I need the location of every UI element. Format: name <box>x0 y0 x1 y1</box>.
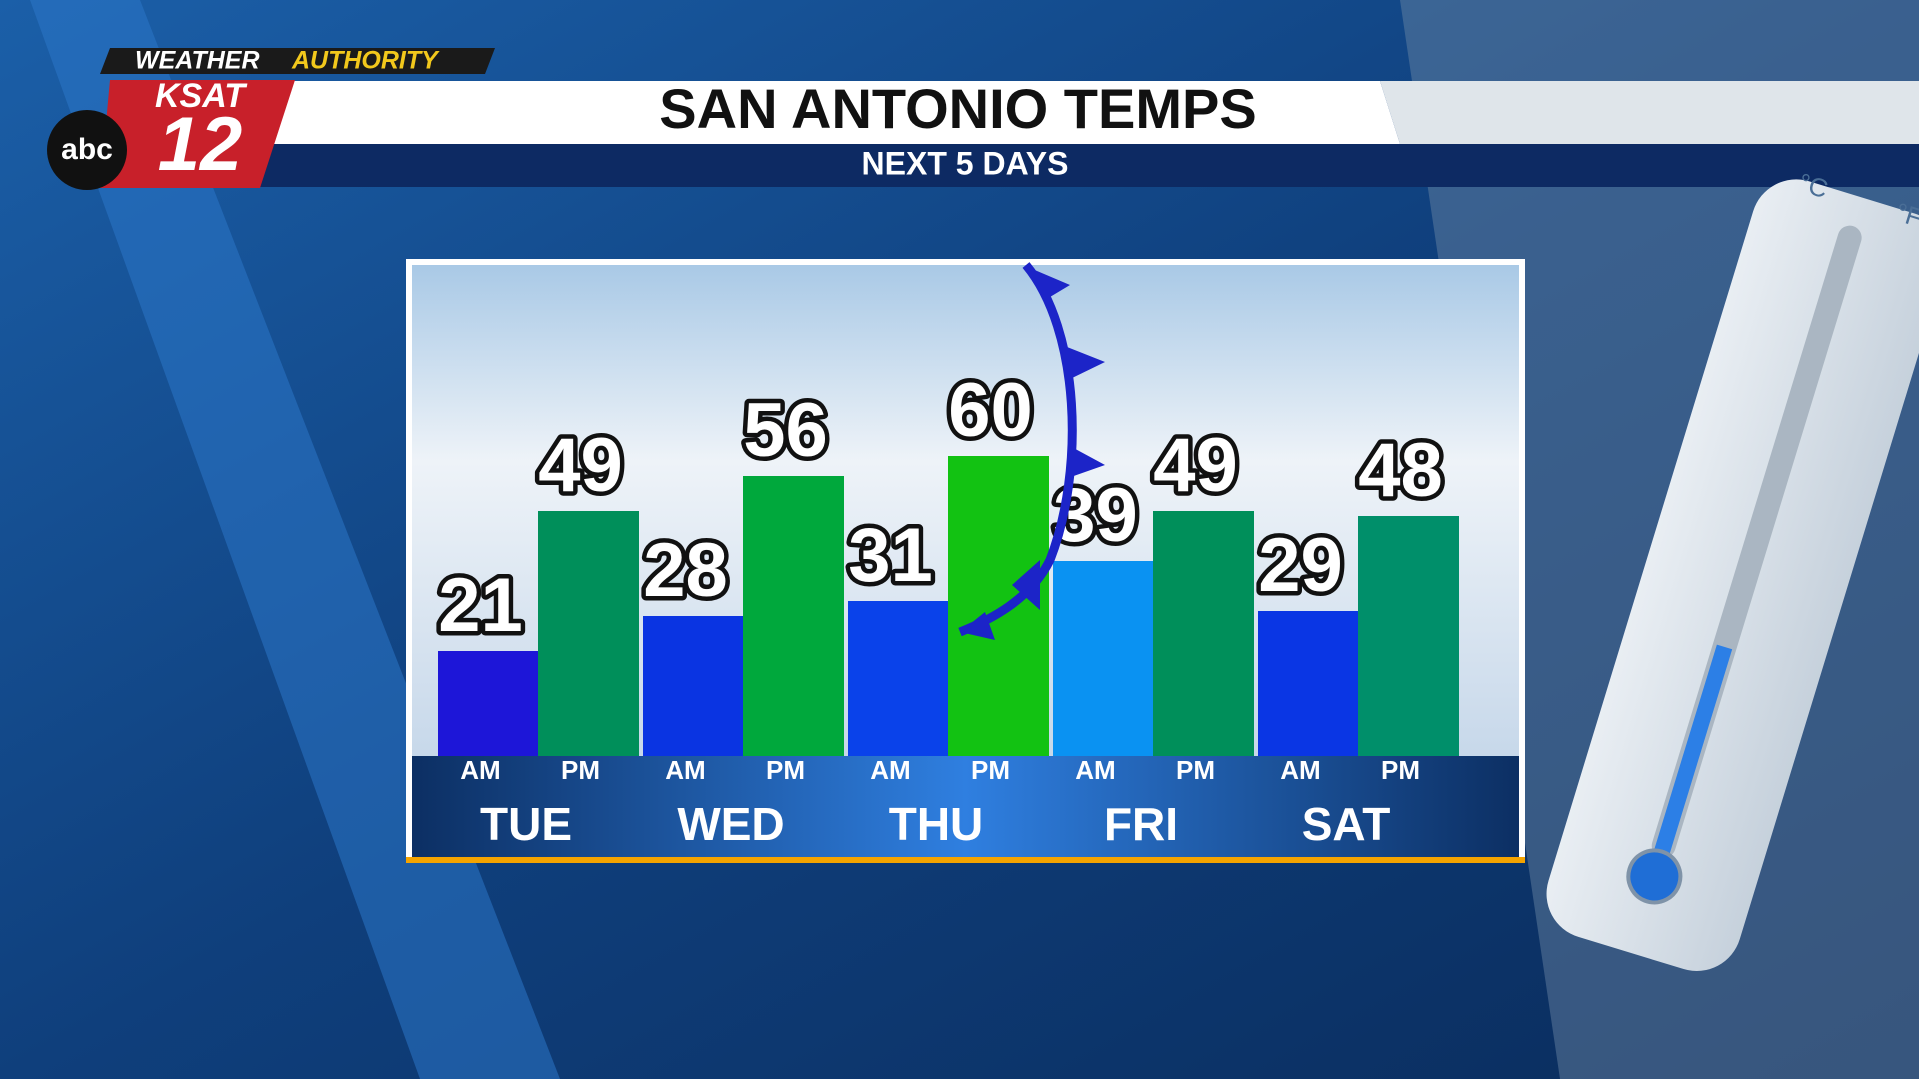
bar <box>438 651 539 756</box>
value-label: 49 <box>538 423 623 508</box>
period-label: AM <box>665 755 705 785</box>
cold-front <box>958 262 1077 637</box>
title-band-end <box>1380 81 1919 144</box>
day-label: WED <box>677 798 784 850</box>
title: SAN ANTONIO TEMPS <box>659 77 1256 140</box>
network: abc <box>61 133 113 166</box>
period-label: PM <box>971 755 1010 785</box>
thermometer-bulb <box>1626 848 1683 905</box>
period-label: PM <box>766 755 805 785</box>
bar <box>1053 561 1154 756</box>
brand-tagline-1: WEATHER <box>135 47 260 75</box>
period-label: AM <box>1280 755 1320 785</box>
value-label: 21 <box>438 563 523 648</box>
bar <box>948 456 1049 756</box>
bar <box>743 476 844 756</box>
value-label: 56 <box>743 388 828 473</box>
period-label: AM <box>870 755 910 785</box>
title-band <box>250 81 1400 144</box>
value-label: 60 <box>948 368 1033 453</box>
value-label: 31 <box>848 513 933 598</box>
label-band <box>412 756 1519 857</box>
period-label: PM <box>561 755 600 785</box>
brand-logo <box>100 80 295 188</box>
period-label: AM <box>1075 755 1115 785</box>
bar <box>538 511 639 756</box>
period-label: PM <box>1176 755 1215 785</box>
value-label: 29 <box>1258 523 1343 608</box>
period-label: PM <box>1381 755 1420 785</box>
day-label: THU <box>889 798 984 850</box>
thermometer-mercury <box>1649 644 1733 870</box>
day-label: FRI <box>1104 798 1178 850</box>
frame-underline <box>406 857 1525 863</box>
brand-station: KSAT <box>155 77 248 115</box>
bar <box>848 601 949 756</box>
brand-tagline-2: AUTHORITY <box>291 47 440 75</box>
thermometer: °C °F <box>1546 167 1919 972</box>
brand-bar <box>100 48 495 74</box>
value-label: 49 <box>1153 423 1238 508</box>
value-label: 28 <box>643 528 728 613</box>
bar <box>1153 511 1254 756</box>
bar <box>643 616 744 756</box>
bar <box>1358 516 1459 756</box>
period-label: AM <box>460 755 500 785</box>
subtitle: NEXT 5 DAYS <box>862 145 1069 181</box>
day-label: TUE <box>480 798 572 850</box>
network-logo <box>47 110 127 190</box>
front-triangles <box>960 268 1105 640</box>
day-label: SAT <box>1302 798 1391 850</box>
value-label: 48 <box>1358 428 1443 513</box>
bar <box>1258 611 1359 756</box>
subtitle-band <box>250 144 1919 187</box>
brand-channel: 12 <box>158 102 243 187</box>
